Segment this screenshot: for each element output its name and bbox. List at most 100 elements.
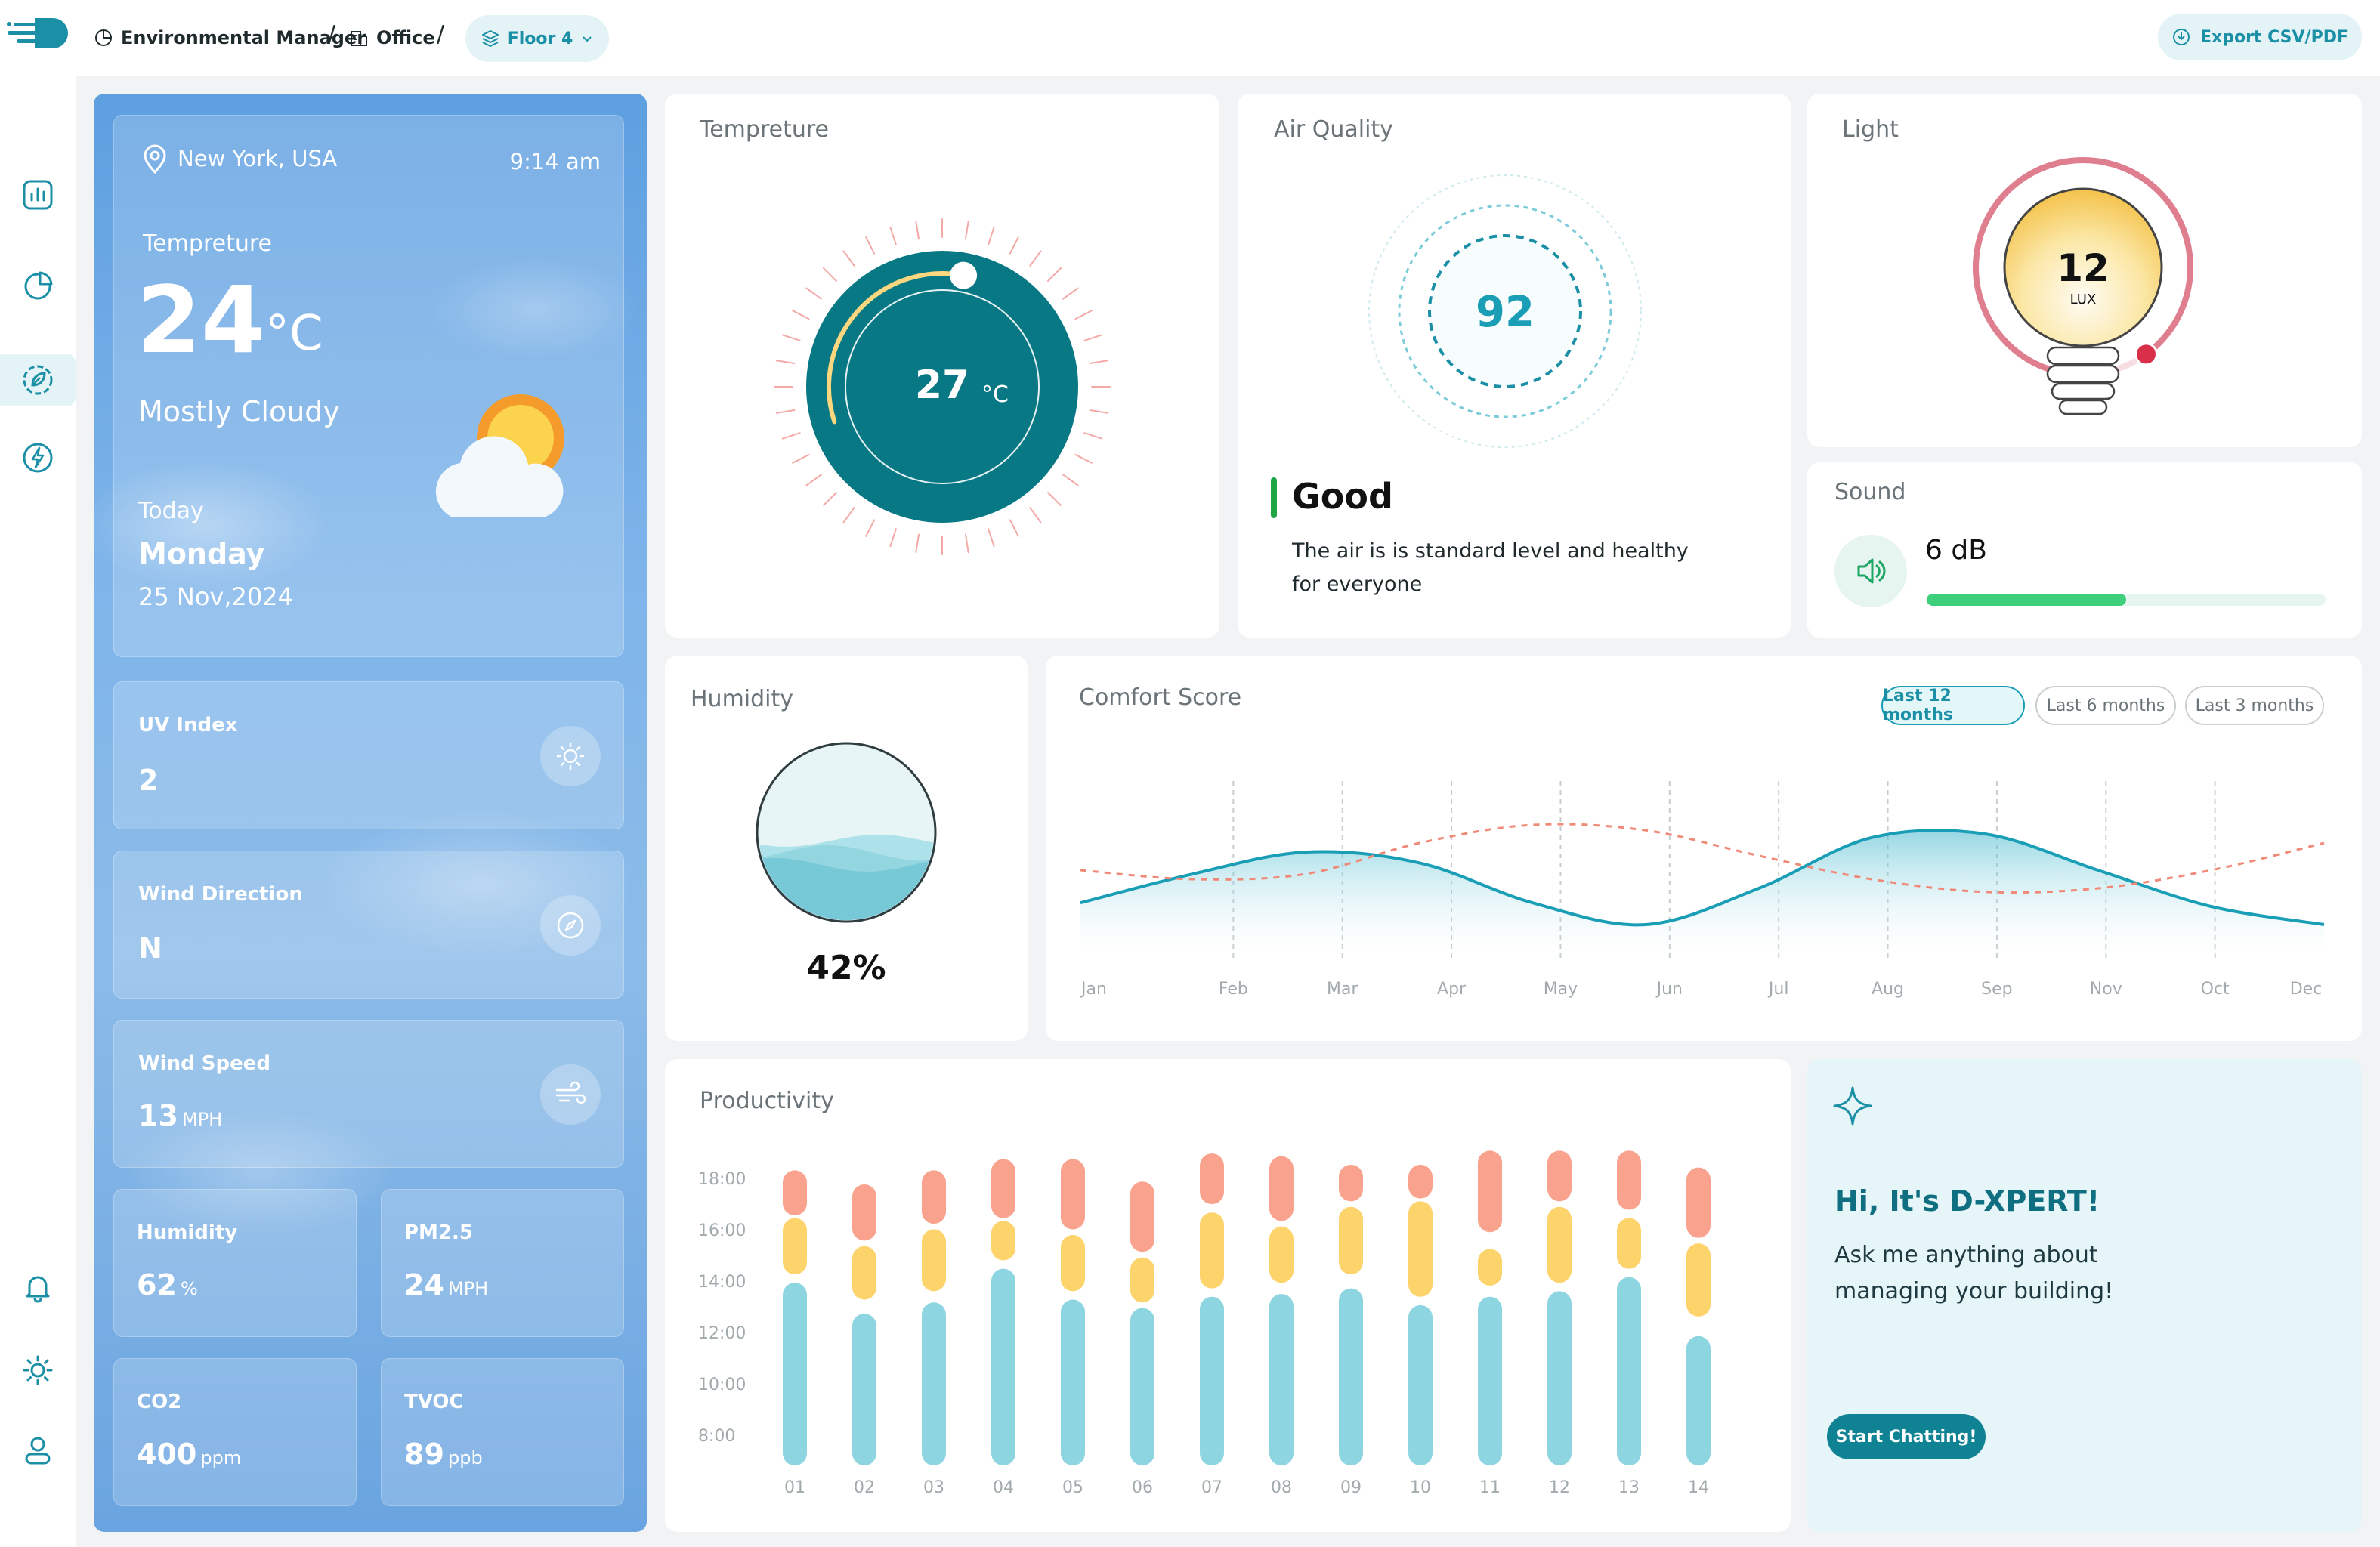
productivity-bar-segment[interactable] [1200,1153,1224,1205]
dial-tick [781,334,801,341]
dial-knob[interactable] [950,261,978,289]
productivity-bar-segment[interactable] [1408,1164,1433,1199]
productivity-bar-segment[interactable] [1130,1257,1154,1303]
tvoc-unit: ppb [447,1447,483,1468]
sound-card: Sound 6 dB [1807,462,2362,638]
light-card-title: Light [1842,116,1899,143]
productivity-bar-segment[interactable] [1269,1156,1294,1221]
dial-tick [964,220,969,240]
productivity-bar-segment[interactable] [1686,1335,1711,1465]
app-logo-icon[interactable] [5,15,68,51]
humidity-card-value: 42% [806,949,886,987]
productivity-bar-segment[interactable] [1617,1150,1641,1210]
breadcrumb-environmental-manager[interactable]: Environmental Manager [94,23,366,53]
uv-index-tile: UV Index 2 [113,681,624,829]
productivity-x-label: 01 [784,1478,805,1497]
light-value: 12 [2057,246,2110,290]
wind-speed-tile: Wind Speed 13 MPH [113,1020,624,1168]
productivity-bar-segment[interactable] [922,1302,946,1465]
filter-last-12-months[interactable]: Last 12 months [1881,686,2025,725]
productivity-bar-segment[interactable] [1061,1234,1085,1292]
dial-tick [1089,360,1109,365]
productivity-x-label: 09 [1340,1478,1362,1497]
sidebar-item-reports[interactable] [15,263,60,308]
floor-selector[interactable]: Floor 4 [465,15,609,62]
export-button[interactable]: Export CSV/PDF [2158,14,2362,60]
sidebar-item-analytics[interactable] [15,172,60,218]
productivity-bar-segment[interactable] [991,1221,1015,1261]
sidebar-item-environment[interactable] [0,354,76,406]
productivity-bar-segment[interactable] [922,1170,946,1224]
productivity-bar-segment[interactable] [783,1170,807,1215]
productivity-bar-segment[interactable] [1686,1243,1711,1317]
sidebar-item-profile[interactable] [15,1428,60,1473]
dial-tick [1062,474,1079,486]
temperature-value: 24 [137,267,265,374]
productivity-x-label: 12 [1549,1478,1570,1497]
productivity-bar-segment[interactable] [922,1229,946,1292]
productivity-bar-segment[interactable] [783,1218,807,1275]
productivity-bar-segment[interactable] [1547,1206,1572,1283]
productivity-bar-segment[interactable] [1200,1212,1224,1289]
dial-progress-arc [827,271,966,425]
breadcrumb-office[interactable]: Office [349,23,435,53]
productivity-bar-segment[interactable] [991,1159,1015,1218]
productivity-x-label: 08 [1271,1478,1292,1497]
productivity-bar-segment[interactable] [1547,1150,1572,1202]
productivity-bar-segment[interactable] [1686,1167,1711,1238]
productivity-y-label: 8:00 [698,1427,735,1446]
wind-speed-label: Wind Speed [138,1052,270,1075]
productivity-bar-segment[interactable] [1130,1181,1154,1252]
productivity-bar-segment[interactable] [1200,1296,1224,1465]
productivity-bar-segment[interactable] [1130,1308,1154,1465]
productivity-bar-segment[interactable] [1478,1296,1502,1465]
productivity-bar-segment[interactable] [1269,1294,1294,1465]
productivity-bar-segment[interactable] [1339,1288,1363,1465]
comfort-score-card: Comfort Score Last 12 months Last 6 mont… [1046,656,2362,1041]
productivity-bar-segment[interactable] [1617,1277,1641,1465]
humidity-tile: Humidity 62 % [113,1189,357,1337]
speaker-icon [1857,558,1886,584]
productivity-x-label: 14 [1688,1478,1709,1497]
productivity-bar-segment[interactable] [852,1246,876,1300]
productivity-y-label: 16:00 [698,1221,746,1240]
productivity-bar-segment[interactable] [1339,1206,1363,1275]
user-icon [25,1437,51,1465]
productivity-bar-segment[interactable] [1478,1150,1502,1233]
productivity-bar-segment[interactable] [1061,1299,1085,1465]
productivity-bar-segment[interactable] [1478,1249,1502,1286]
pie-chart-icon [24,271,53,300]
productivity-bar-segment[interactable] [1408,1305,1433,1465]
thermostat-dial[interactable]: 27 °C [768,213,1116,560]
filter-last-6-months[interactable]: Last 6 months [2035,686,2176,725]
dial-inner-ring [845,289,1040,484]
productivity-bar-segment[interactable] [1061,1159,1085,1230]
filter-last-3-months[interactable]: Last 3 months [2185,686,2324,725]
sidebar-item-energy[interactable] [15,435,60,480]
tvoc-label: TVOC [404,1391,464,1413]
start-chatting-button[interactable]: Start Chatting! [1827,1414,1986,1459]
weather-condition: Mostly Cloudy [138,395,340,428]
productivity-x-label: 13 [1618,1478,1640,1497]
sidebar-item-settings[interactable] [15,1348,60,1393]
dial-tick [805,474,822,486]
productivity-x-label: 05 [1062,1478,1083,1497]
day-label: Today [138,498,204,524]
productivity-bar-segment[interactable] [852,1314,876,1465]
productivity-bar-segment[interactable] [991,1268,1015,1465]
dial-tick [988,226,995,245]
sidebar-item-notifications[interactable] [15,1264,60,1310]
productivity-bar-segment[interactable] [783,1283,807,1465]
productivity-bar-segment[interactable] [1547,1291,1572,1465]
productivity-bar-segment[interactable] [1408,1201,1433,1297]
productivity-bar-segment[interactable] [852,1184,876,1241]
productivity-x-label: 10 [1410,1478,1431,1497]
temperature-card-title: Tempreture [700,116,829,143]
productivity-bar-segment[interactable] [1617,1218,1641,1269]
location-pin-icon [144,144,166,174]
comfort-score-title: Comfort Score [1079,684,1242,711]
productivity-bar-segment[interactable] [1339,1164,1363,1202]
comfort-x-label: Jun [1655,980,1683,999]
productivity-bar-segment[interactable] [1269,1226,1294,1283]
dial-tick [1083,334,1103,341]
